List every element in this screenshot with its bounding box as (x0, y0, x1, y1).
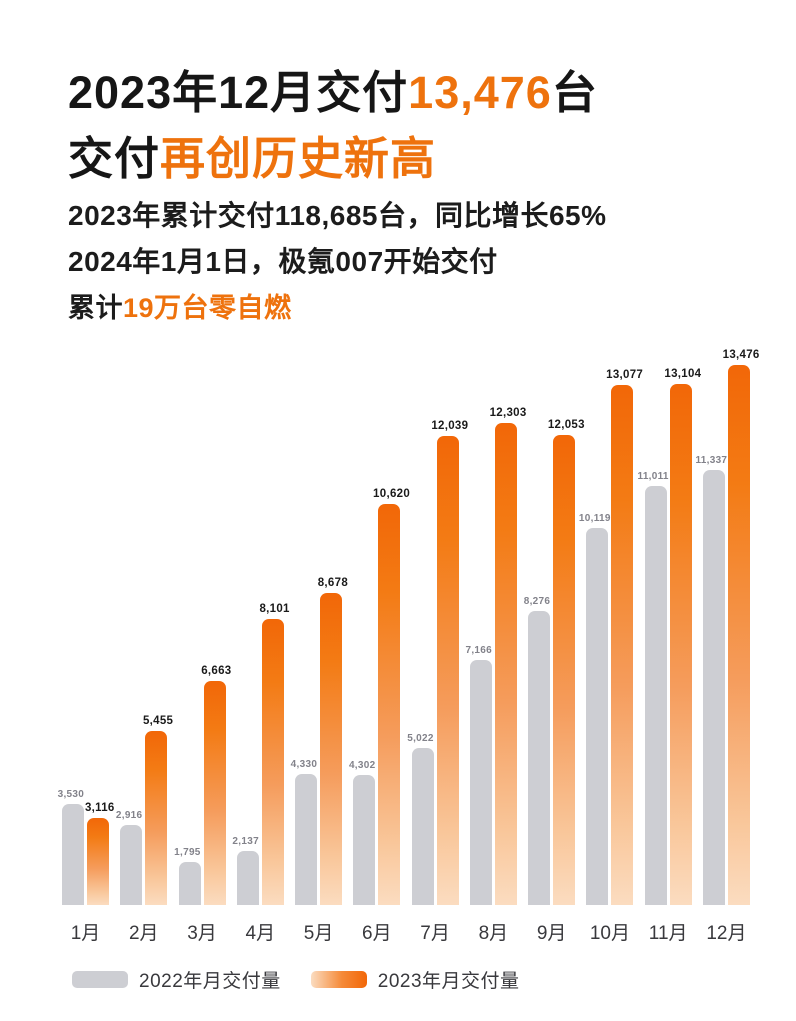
bar-2022-value-label: 5,022 (407, 733, 434, 744)
bar-2022-value-label: 2,137 (232, 836, 259, 847)
bar-2023-4月: 8,101 (259, 603, 289, 905)
bar-2023-1月: 3,116 (85, 802, 114, 905)
bar-2023-5月: 8,678 (318, 577, 348, 905)
bar-2023-3月: 6,663 (201, 665, 231, 905)
title-text: 2023年12月交付 (68, 67, 409, 118)
bar-2022-value-label: 8,276 (523, 596, 551, 607)
month-label-8月: 8月 (478, 923, 509, 944)
month-label-2月: 2月 (128, 923, 159, 944)
subtitle-annual-total: 2023年累计交付118,685台，同比增长65% (68, 200, 607, 231)
bar-2023-value-label: 8,678 (317, 577, 349, 589)
bar-2022-7月: 5,022 (407, 733, 434, 905)
bar-2022-value-label: 11,011 (637, 471, 669, 482)
subtitle-prefix: 累计 (68, 293, 123, 323)
subtitle-007-delivery: 2024年1月1日，极氪007开始交付 (68, 246, 498, 277)
bar-2023-value-label: 12,039 (431, 420, 469, 432)
month-label-5月: 5月 (303, 923, 334, 944)
month-label-12月: 12月 (706, 923, 747, 944)
month-label-9月: 9月 (536, 923, 567, 944)
bar-2022-value-label: 7,166 (465, 645, 493, 656)
bar-2022-value-label: 4,302 (348, 760, 376, 771)
bar-2023-6月: 10,620 (373, 488, 410, 905)
bar-group-10月: 10,119 13,077 10月 (579, 340, 643, 944)
bar-2022-5月: 4,330 (291, 759, 318, 905)
bar-2023-value-label: 3,116 (84, 802, 115, 814)
bar-group-5月: 4,330 8,678 5月 (291, 340, 348, 944)
month-label-11月: 11月 (648, 923, 688, 944)
bar-group-6月: 4,302 10,620 6月 (349, 340, 410, 944)
bar-2023-value-label: 13,476 (722, 349, 760, 361)
legend-label-2022: 2022年月交付量 (139, 971, 281, 992)
bar-2022-2月: 2,916 (116, 810, 143, 905)
bar-2022-value-label: 2,916 (115, 810, 143, 821)
title-highlight-number: 13,476 (408, 67, 552, 118)
legend-swatch-orange (310, 971, 367, 988)
month-label-3月: 3月 (187, 923, 217, 944)
bar-2023-7月: 12,039 (431, 420, 468, 905)
bar-2022-9月: 8,276 (524, 596, 551, 905)
legend-item-2023: 2023年月交付量 (310, 966, 520, 993)
chart-legend: 2022年月交付量 2023年月交付量 (72, 966, 520, 993)
bar-2022-value-label: 4,330 (290, 759, 318, 770)
month-label-10月: 10月 (589, 923, 630, 944)
bar-2023-value-label: 13,077 (606, 369, 644, 381)
legend-swatch-gray (72, 971, 128, 988)
bar-2023-9月: 12,053 (548, 419, 585, 905)
bar-2023-value-label: 12,303 (489, 407, 527, 419)
bar-2022-4月: 2,137 (232, 836, 259, 905)
bar-2023-10月: 13,077 (606, 369, 643, 905)
bar-group-12月: 11,337 13,476 12月 (695, 340, 759, 944)
bar-2023-value-label: 8,101 (259, 603, 290, 615)
bar-chart: 3,530 3,116 1月 2,916 5,455 2月 1,795 6,663 3月 2,13… (58, 340, 760, 944)
subtitle-highlight: 19万台零自燃 (123, 293, 292, 323)
bar-2022-8月: 7,166 (465, 645, 492, 905)
subtitle-zero-fire: 累计19万台零自燃 (68, 286, 292, 325)
bar-2022-value-label: 10,119 (578, 513, 611, 524)
bar-2022-value-label: 3,530 (57, 789, 85, 800)
bar-2022-12月: 11,337 (695, 455, 727, 905)
bar-2022-3月: 1,795 (174, 847, 201, 905)
bar-group-9月: 8,276 12,053 9月 (524, 340, 585, 944)
bar-group-11月: 11,011 13,104 11月 (638, 340, 702, 944)
chart-plot-area: 3,530 3,116 1月 2,916 5,455 2月 1,795 6,663 3月 2,13… (58, 340, 760, 944)
bar-group-1月: 3,530 3,116 1月 (58, 340, 115, 944)
month-label-4月: 4月 (245, 923, 276, 944)
title-highlight-text: 再创历史新高 (160, 133, 437, 184)
title-text: 交付 (68, 133, 161, 184)
bar-group-3月: 1,795 6,663 3月 (174, 340, 231, 944)
bar-2023-value-label: 6,663 (201, 665, 232, 677)
page-title-line-2: 交付再创历史新高 (68, 122, 436, 187)
bar-2023-12月: 13,476 (723, 349, 759, 905)
bar-2023-value-label: 5,455 (142, 715, 174, 727)
bar-2022-10月: 10,119 (579, 513, 610, 905)
bar-group-8月: 7,166 12,303 8月 (465, 340, 526, 944)
month-label-7月: 7月 (420, 923, 450, 944)
bar-2023-8月: 12,303 (490, 407, 526, 905)
title-text-suffix: 台 (551, 67, 598, 118)
bar-2023-value-label: 12,053 (547, 419, 585, 431)
bar-2023-11月: 13,104 (664, 368, 701, 905)
bar-2023-value-label: 10,620 (373, 488, 411, 500)
month-label-1月: 1月 (70, 923, 101, 944)
bar-2022-11月: 11,011 (638, 471, 668, 905)
bar-2023-2月: 5,455 (143, 715, 173, 905)
bar-2022-value-label: 11,337 (695, 455, 728, 466)
legend-item-2022: 2022年月交付量 (72, 966, 281, 993)
page-title-line-1: 2023年12月交付13,476台 (68, 56, 598, 121)
bar-group-7月: 5,022 12,039 7月 (407, 340, 468, 944)
bar-2022-value-label: 1,795 (174, 847, 201, 858)
bar-2022-6月: 4,302 (349, 760, 376, 905)
bar-2022-1月: 3,530 (58, 789, 84, 905)
month-label-6月: 6月 (362, 923, 392, 944)
bar-group-4月: 2,137 8,101 4月 (232, 340, 289, 944)
bar-2023-value-label: 13,104 (664, 368, 702, 380)
legend-label-2023: 2023年月交付量 (377, 971, 520, 992)
bar-group-2月: 2,916 5,455 2月 (116, 340, 173, 944)
